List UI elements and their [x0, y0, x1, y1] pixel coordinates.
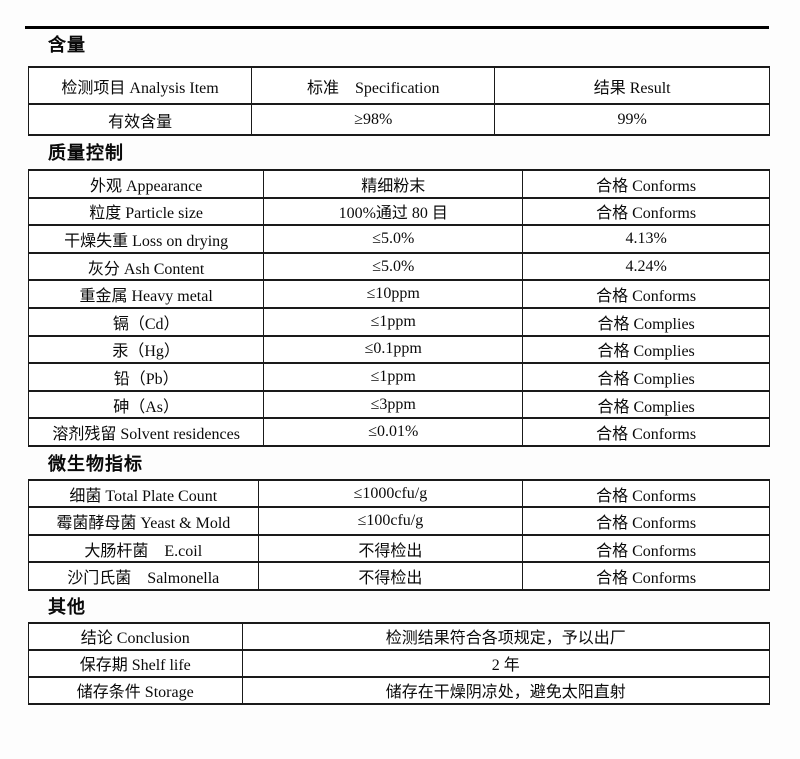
header-cell: 结果 Result — [494, 66, 770, 105]
table-header-row: 检测项目 Analysis Item 标准 Specification 结果 Res… — [27, 66, 770, 105]
table-cell: 合格 Complies — [522, 306, 770, 337]
table-row: 镉（Cd） ≤1ppm 合格 Complies — [27, 306, 770, 337]
table-cell: 2 年 — [241, 648, 770, 678]
table-cell: 有效含量 — [27, 103, 253, 136]
document-sheet: 含量 检测项目 Analysis Item 标准 Specification 结果 … — [0, 26, 800, 705]
table-cell: 储存在干燥阴凉处，避免太阳直射 — [241, 675, 770, 705]
table-row: 大肠杆菌 E.coil 不得检出 合格 Conforms — [28, 533, 770, 564]
table-cell: ≤5.0% — [263, 251, 524, 282]
table-row: 储存条件 Storage 储存在干燥阴凉处，避免太阳直射 — [28, 675, 770, 705]
table-cell: 精细粉末 — [263, 169, 524, 199]
header-cell: 检测项目 Analysis Item — [27, 66, 253, 105]
table-cell: 合格 Complies — [522, 362, 770, 392]
top-rule — [25, 26, 769, 29]
table-row: 干燥失重 Loss on drying ≤5.0% 4.13% — [27, 224, 770, 254]
table-row: 铅（Pb） ≤1ppm 合格 Complies — [27, 362, 770, 392]
table-row: 外观 Appearance 精细粉末 合格 Conforms — [27, 169, 770, 199]
table-row: 保存期 Shelf life 2 年 — [28, 648, 770, 678]
table-cell: 不得检出 — [257, 533, 524, 564]
table-cell: ≤100cfu/g — [257, 506, 524, 536]
section-quality-control: 质量控制 外观 Appearance 精细粉末 合格 Conforms 粒度 Part… — [27, 141, 770, 447]
table-cell: 结论 Conclusion — [28, 621, 243, 651]
table-cell: 100%通过 80 目 — [263, 196, 524, 227]
table-cell: 合格 Conforms — [522, 279, 770, 309]
table-cell: ≤1ppm — [263, 306, 524, 337]
table-cell: 合格 Conforms — [522, 196, 770, 227]
quality-control-table: 外观 Appearance 精细粉末 合格 Conforms 粒度 Particle … — [27, 169, 770, 447]
table-cell: 重金属 Heavy metal — [27, 279, 265, 309]
table-cell: ≥98% — [251, 103, 496, 136]
table-cell: ≤10ppm — [263, 279, 524, 309]
header-cell: 标准 Specification — [251, 66, 496, 105]
table-row: 细菌 Total Plate Count ≤1000cfu/g 合格 Conform… — [28, 478, 770, 509]
table-row: 霉菌酵母菌 Yeast & Mold ≤100cfu/g 合格 Conforms — [28, 506, 770, 536]
table-cell: 不得检出 — [257, 561, 524, 591]
section-microbiological: 微生物指标 细菌 Total Plate Count ≤1000cfu/g 合格 C… — [28, 452, 770, 591]
table-cell: 铅（Pb） — [27, 362, 265, 392]
table-row: 沙门氏菌 Salmonella 不得检出 合格 Conforms — [28, 561, 770, 591]
table-cell: 细菌 Total Plate Count — [28, 478, 259, 509]
table-cell: ≤5.0% — [263, 224, 524, 254]
table-cell: 合格 Conforms — [522, 417, 770, 447]
table-cell: 合格 Conforms — [522, 506, 770, 536]
table-cell: 灰分 Ash Content — [27, 251, 265, 282]
table-row: 灰分 Ash Content ≤5.0% 4.24% — [27, 251, 770, 282]
table-cell: ≤1000cfu/g — [257, 478, 524, 509]
section-heading-quality-control: 质量控制 — [48, 143, 124, 163]
table-cell: 合格 Conforms — [522, 533, 770, 564]
table-row: 粒度 Particle size 100%通过 80 目合格 Conforms — [27, 196, 770, 227]
section-other: 其他 结论 Conclusion 检测结果符合各项规定，予以出厂 保存期 Shelf… — [28, 595, 770, 705]
table-row: 汞（Hg） ≤0.1ppm 合格 Complies — [27, 334, 770, 365]
table-cell: 外观 Appearance — [27, 169, 265, 199]
table-cell: 沙门氏菌 Salmonella — [28, 561, 259, 591]
table-cell: ≤0.01% — [263, 417, 524, 447]
table-row: 溶剂残留 Solvent residences ≤0.01% 合格 Conforms — [27, 417, 770, 447]
section-heading-microbiological: 微生物指标 — [48, 453, 143, 474]
table-cell: 保存期 Shelf life — [28, 648, 243, 678]
table-cell: 99% — [494, 103, 770, 136]
table-cell: 粒度 Particle size — [27, 196, 265, 227]
table-cell: 检测结果符合各项规定，予以出厂 — [241, 621, 770, 651]
table-cell: 大肠杆菌 E.coil — [28, 533, 259, 564]
table-row: 结论 Conclusion 检测结果符合各项规定，予以出厂 — [28, 621, 770, 651]
table-cell: 汞（Hg） — [27, 334, 265, 365]
table-cell: 霉菌酵母菌 Yeast & Mold — [28, 506, 259, 536]
table-cell: ≤0.1ppm — [263, 334, 524, 365]
other-table: 结论 Conclusion 检测结果符合各项规定，予以出厂 保存期 Shelf li… — [28, 621, 770, 705]
table-cell: 合格 Conforms — [522, 478, 770, 509]
section-heading-content: 含量 — [48, 35, 86, 55]
content-table: 检测项目 Analysis Item 标准 Specification 结果 Res… — [27, 66, 770, 136]
table-cell: 干燥失重 Loss on drying — [27, 224, 265, 254]
table-cell: 4.13% — [522, 224, 770, 254]
microbiological-table: 细菌 Total Plate Count ≤1000cfu/g 合格 Conform… — [28, 478, 770, 591]
section-heading-other: 其他 — [48, 596, 86, 617]
table-cell: 4.24% — [522, 251, 770, 282]
table-cell: ≤1ppm — [263, 362, 524, 392]
table-row: 有效含量 ≥98% 99% — [27, 103, 770, 136]
table-row: 砷（As） ≤3ppm 合格 Complies — [27, 389, 770, 420]
table-row: 重金属 Heavy metal ≤10ppm 合格 Conforms — [27, 279, 770, 309]
table-cell: 溶剂残留 Solvent residences — [27, 417, 265, 447]
table-cell: 合格 Conforms — [522, 169, 770, 199]
section-content: 含量 检测项目 Analysis Item 标准 Specification 结果 … — [27, 33, 770, 136]
table-cell: 合格 Complies — [522, 389, 770, 420]
table-cell: 合格 Complies — [522, 334, 770, 365]
table-cell: ≤3ppm — [263, 389, 524, 420]
table-cell: 合格 Conforms — [522, 561, 770, 591]
table-cell: 镉（Cd） — [27, 306, 265, 337]
table-cell: 砷（As） — [27, 389, 265, 420]
table-cell: 储存条件 Storage — [28, 675, 243, 705]
